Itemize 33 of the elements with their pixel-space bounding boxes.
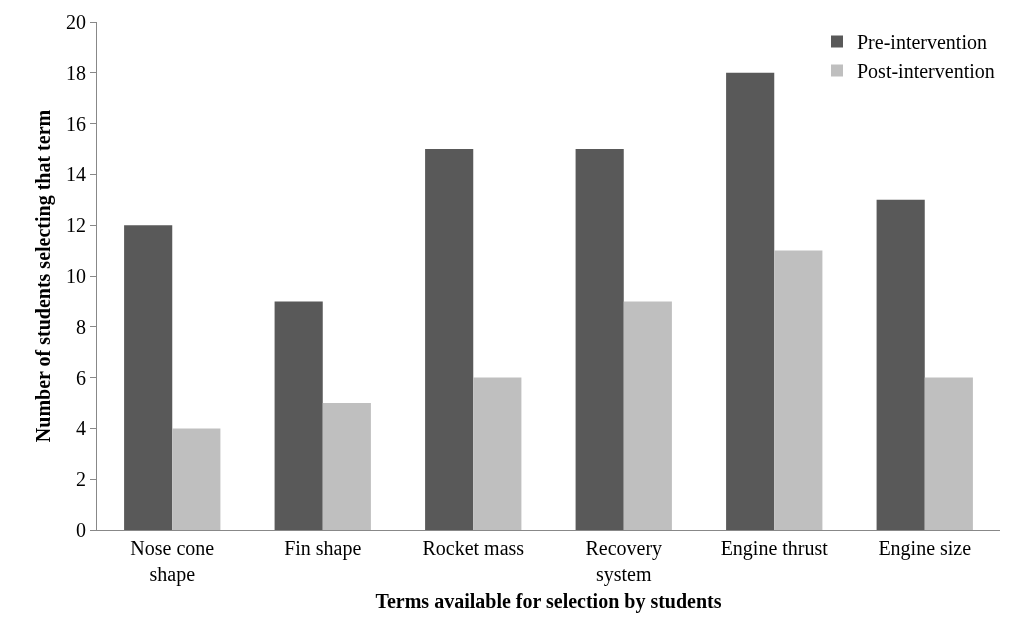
bar <box>322 403 371 530</box>
x-tick-label: Engine thrust <box>720 537 829 560</box>
y-tick-label: 14 <box>66 163 86 186</box>
y-axis-title: Number of students selecting that term <box>31 109 55 443</box>
y-tick-label: 20 <box>66 11 86 33</box>
y-tick-label: 6 <box>76 366 86 389</box>
bar <box>924 377 973 530</box>
y-tick-label: 0 <box>76 519 86 541</box>
bar <box>774 250 823 530</box>
legend-label: Pre-intervention <box>857 31 987 54</box>
x-tick-label: Recovery system <box>585 537 663 586</box>
y-tick-label: 2 <box>76 468 86 491</box>
bar <box>274 301 323 530</box>
y-tick-label: 4 <box>76 417 86 440</box>
y-tick-label: 8 <box>76 315 86 338</box>
bar <box>726 72 775 530</box>
bar <box>172 428 221 530</box>
x-tick-label: Rocket mass <box>422 537 525 559</box>
x-tick-label: Engine size <box>878 537 972 560</box>
y-tick-label: 16 <box>66 112 86 135</box>
x-axis-title: Terms available for selection by students <box>375 589 722 613</box>
y-tick-label: 10 <box>66 265 86 287</box>
bar <box>473 377 522 530</box>
bar <box>124 225 173 530</box>
y-tick-label: 18 <box>66 61 86 84</box>
x-tick-label: Nose cone shape <box>130 537 215 586</box>
x-tick-label: Fin shape <box>284 537 362 560</box>
bar <box>876 199 925 530</box>
y-tick-label: 12 <box>66 214 86 237</box>
legend-label: Post-intervention <box>857 60 995 83</box>
bar <box>425 149 474 530</box>
bar <box>575 149 624 530</box>
bar <box>623 301 672 530</box>
